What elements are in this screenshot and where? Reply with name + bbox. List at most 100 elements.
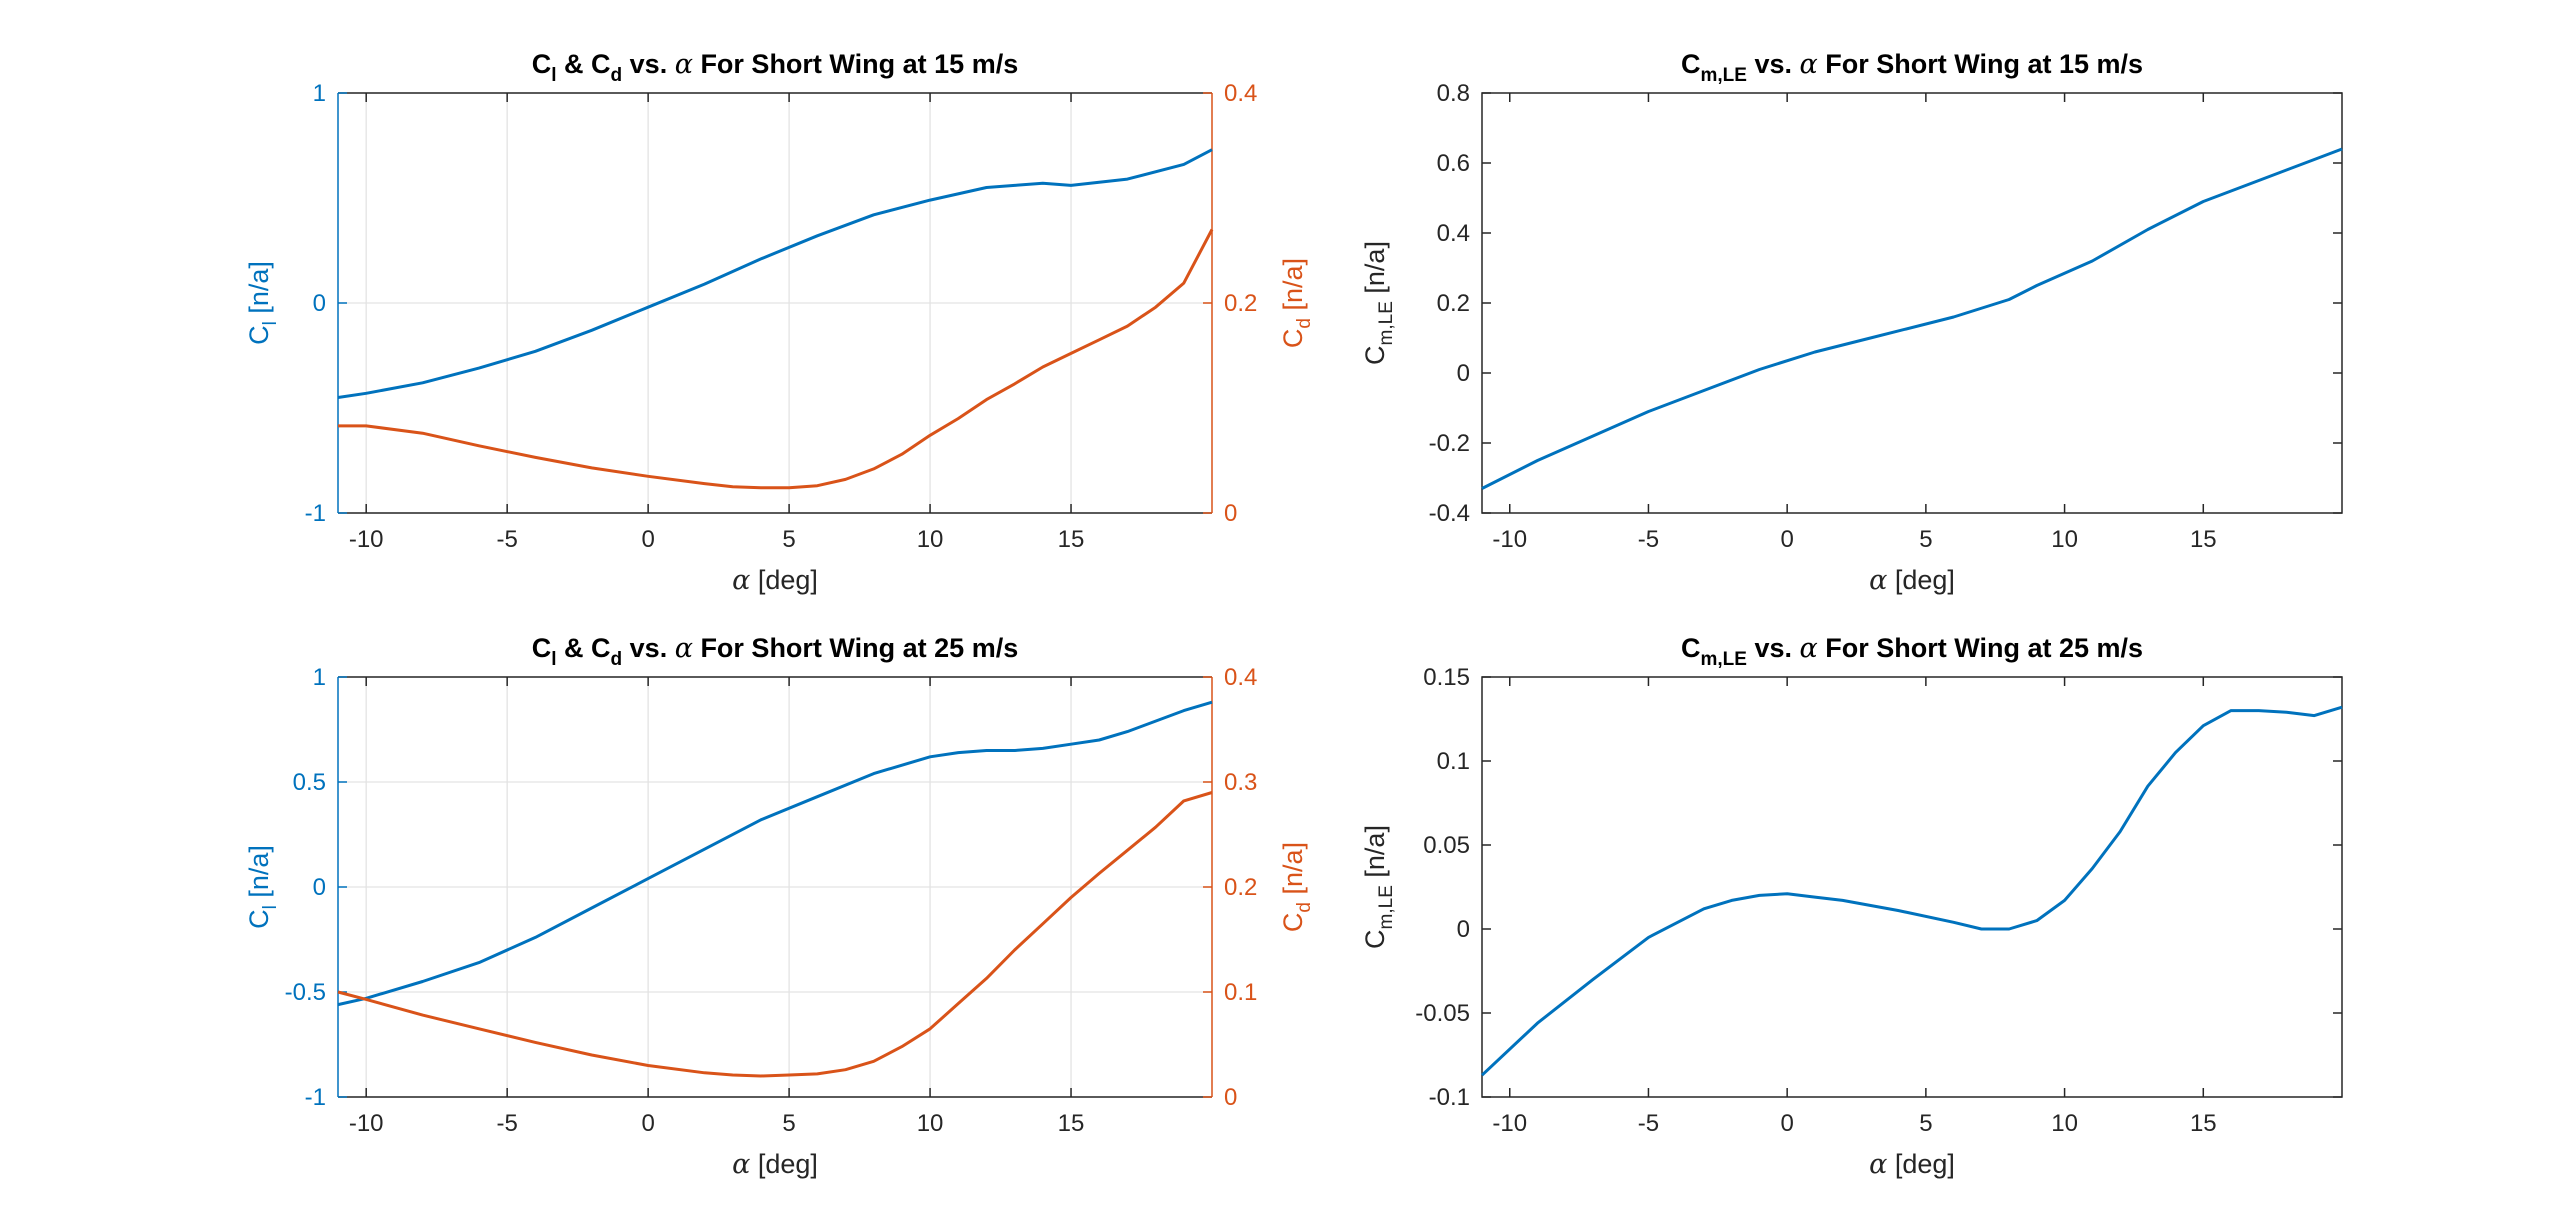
title-subscript: l	[551, 65, 556, 86]
y-label-text: C	[244, 325, 274, 345]
series-line-cm	[1481, 147, 2343, 490]
y2-tick-label: 0.1	[1224, 979, 1257, 1006]
y-tick-text: -1	[305, 1084, 326, 1111]
y2-label-subscript: d	[1294, 318, 1315, 329]
x-label-text: [deg]	[1887, 565, 1955, 595]
title-alpha: α	[675, 49, 693, 80]
x-tick-label: 0	[1780, 1110, 1793, 1137]
x-tick-label: -5	[496, 526, 517, 553]
title-text: For Short Wing at 15 m/s	[1818, 49, 2143, 79]
title-text: C	[1681, 49, 1701, 79]
x-tick-label: 15	[2190, 526, 2217, 553]
x-tick-label: -5	[1638, 526, 1659, 553]
x-tick-label: -10	[1492, 526, 1527, 553]
title-text: C	[532, 49, 552, 79]
y-tick-text: 0.05	[1423, 832, 1470, 859]
y-tick-label: 0.8	[1437, 80, 1470, 107]
y-axis-label: Cl [n/a]	[244, 261, 281, 345]
y-tick-label: -1	[305, 500, 326, 527]
y2-tick-text: 0	[1224, 1084, 1237, 1111]
y-tick-label: 0	[313, 874, 326, 901]
y2-tick-text: 0.4	[1224, 80, 1257, 107]
y-label-text: C	[1360, 929, 1390, 949]
y-label-subscript: m,LE	[1376, 885, 1397, 929]
y2-tick-text: 0.2	[1224, 874, 1257, 901]
y-tick-text: 0	[1457, 916, 1470, 943]
y-label-subscript: m,LE	[1376, 301, 1397, 345]
y-tick-text: 1	[313, 80, 326, 107]
series-line-cd	[337, 791, 1213, 1078]
y2-tick-text: 0.3	[1224, 769, 1257, 796]
title-alpha: α	[1799, 49, 1817, 80]
title-alpha: α	[1799, 633, 1817, 664]
title-subscript: m,LE	[1700, 65, 1746, 86]
chart-title: Cm,LE vs. α For Short Wing at 15 m/s	[1681, 49, 2143, 86]
x-tick-label: -10	[1492, 1110, 1527, 1137]
title-subscript: l	[551, 649, 556, 670]
y-tick-label: 1	[313, 664, 326, 691]
y-tick-label: 0	[1457, 360, 1470, 387]
y2-tick-text: 0.1	[1224, 979, 1257, 1006]
y2-label-subscript: d	[1294, 902, 1315, 913]
y-label-unit: [n/a]	[244, 261, 274, 321]
x-tick-label: -10	[349, 526, 384, 553]
y-tick-label: -0.5	[285, 979, 326, 1006]
y2-tick-text: 0	[1224, 500, 1237, 527]
x-tick-label: 5	[782, 526, 795, 553]
x-tick-label: 0	[641, 526, 654, 553]
x-label-alpha: α	[1869, 1149, 1887, 1180]
y-tick-label: 0.15	[1423, 664, 1470, 691]
y-tick-label: 0.5	[293, 769, 326, 796]
y-tick-text: 0.5	[293, 769, 326, 796]
title-text: For Short Wing at 25 m/s	[1818, 633, 2143, 663]
chart-title: Cl & Cd vs. α For Short Wing at 25 m/s	[532, 633, 1018, 670]
title-subscript: m,LE	[1700, 649, 1746, 670]
y-tick-text: 0.2	[1437, 290, 1470, 317]
x-tick-label: 5	[1919, 1110, 1932, 1137]
y2-tick-label: 0	[1224, 500, 1237, 527]
y-tick-label: -0.4	[1429, 500, 1470, 527]
x-tick-label: 5	[1919, 526, 1932, 553]
x-tick-label: 0	[1780, 526, 1793, 553]
title-text: vs.	[1747, 633, 1800, 663]
x-tick-label: 10	[2051, 526, 2078, 553]
x-axis-label: α [deg]	[1869, 565, 1955, 596]
y-label-subscript: l	[260, 321, 281, 325]
y-tick-text: -0.5	[285, 979, 326, 1006]
x-label-alpha: α	[1869, 565, 1887, 596]
x-tick-label: 15	[2190, 1110, 2217, 1137]
y-tick-label: 0.1	[1437, 748, 1470, 775]
x-label-text: [deg]	[1887, 1149, 1955, 1179]
x-label-text: [deg]	[750, 1149, 818, 1179]
y-axis-label: Cm,LE [n/a]	[1360, 241, 1397, 365]
y-tick-label: 0.4	[1437, 220, 1470, 247]
y-label-subscript: l	[260, 905, 281, 909]
y2-tick-text: 0.2	[1224, 290, 1257, 317]
x-label-alpha: α	[732, 565, 750, 596]
y-tick-text: 0.6	[1437, 150, 1470, 177]
y-label-unit: [n/a]	[244, 845, 274, 905]
chart-title: Cl & Cd vs. α For Short Wing at 15 m/s	[532, 49, 1018, 86]
y-tick-text: 0	[1457, 360, 1470, 387]
chart-panel-4: -10 -5 0 5 10 15 -0.1 -0.05 0 0.05 0.1 0.15 Cm,LE vs…	[1360, 633, 2343, 1180]
y-axis-label: Cm,LE [n/a]	[1360, 825, 1397, 949]
series-line-cl	[337, 148, 1213, 399]
y-tick-text: 0	[313, 874, 326, 901]
series-line-cd	[338, 228, 1214, 490]
y2-tick-label: 0.4	[1224, 664, 1257, 691]
x-axis-label: α [deg]	[1869, 1149, 1955, 1180]
y-tick-text: 0.15	[1423, 664, 1470, 691]
title-text: vs.	[1747, 49, 1800, 79]
y-tick-text: 1	[313, 664, 326, 691]
title-text: vs.	[622, 49, 675, 79]
y-tick-label: 1	[313, 80, 326, 107]
x-tick-label: -5	[496, 1110, 517, 1137]
x-tick-label: 15	[1058, 526, 1085, 553]
x-tick-label: 15	[1058, 1110, 1085, 1137]
x-tick-label: 10	[917, 526, 944, 553]
y-tick-label: -0.05	[1415, 1000, 1470, 1027]
y-tick-text: -0.2	[1429, 430, 1470, 457]
